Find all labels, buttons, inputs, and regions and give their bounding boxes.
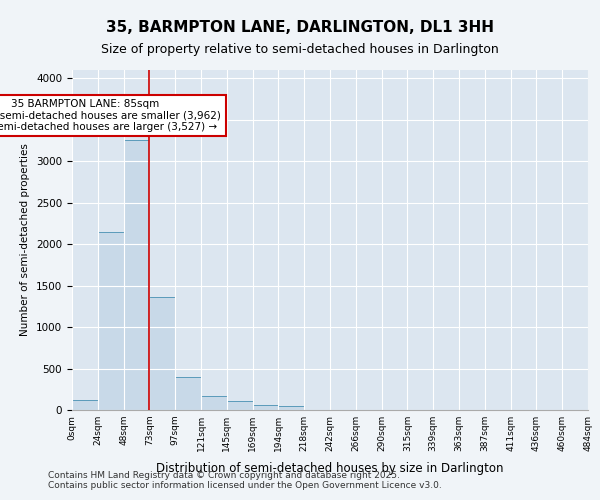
Bar — [253, 405, 278, 410]
Text: 35 BARMPTON LANE: 85sqm
← 52% of semi-detached houses are smaller (3,962)
46% of: 35 BARMPTON LANE: 85sqm ← 52% of semi-de… — [0, 99, 221, 132]
Y-axis label: Number of semi-detached properties: Number of semi-detached properties — [20, 144, 31, 336]
Bar — [149, 297, 175, 410]
X-axis label: Distribution of semi-detached houses by size in Darlington: Distribution of semi-detached houses by … — [156, 462, 504, 475]
Text: 35, BARMPTON LANE, DARLINGTON, DL1 3HH: 35, BARMPTON LANE, DARLINGTON, DL1 3HH — [106, 20, 494, 35]
Text: Contains HM Land Registry data © Crown copyright and database right 2025.
Contai: Contains HM Land Registry data © Crown c… — [48, 470, 442, 490]
Bar — [72, 400, 98, 410]
Bar — [227, 402, 253, 410]
Bar — [175, 377, 201, 410]
Bar — [278, 406, 304, 410]
Bar — [98, 232, 124, 410]
Text: Size of property relative to semi-detached houses in Darlington: Size of property relative to semi-detach… — [101, 42, 499, 56]
Bar — [201, 396, 227, 410]
Bar — [124, 140, 149, 410]
